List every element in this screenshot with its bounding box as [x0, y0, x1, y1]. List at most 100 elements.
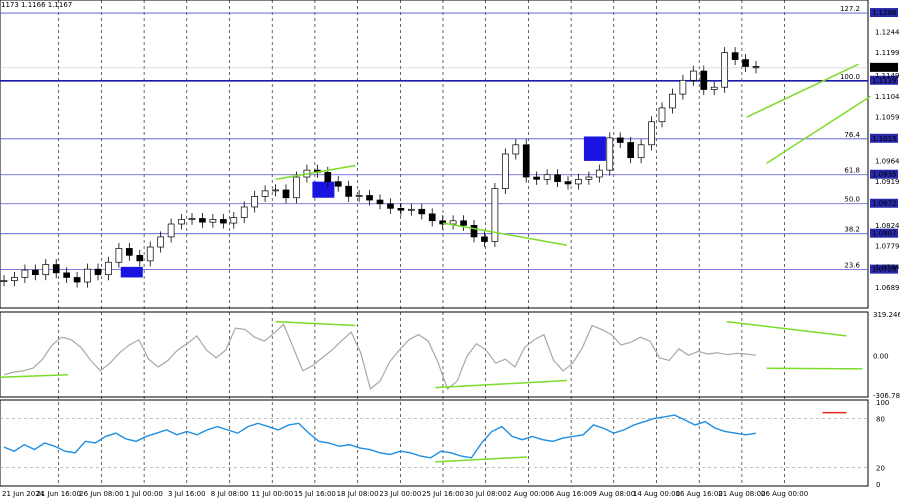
candle-body	[125, 248, 133, 256]
candle-body	[575, 178, 582, 185]
fib-ratio-label: 23.6	[844, 262, 860, 270]
candle-body	[669, 93, 676, 109]
candle-body	[512, 144, 520, 155]
rsi-line	[3, 414, 757, 459]
price-trendline	[275, 164, 356, 181]
candle-body	[501, 153, 509, 189]
time-tick-label: 21 Aug 08:00	[718, 490, 765, 498]
fib-ratio-label: 38.2	[844, 226, 860, 234]
candle-body	[355, 195, 363, 197]
candle-body	[334, 181, 342, 187]
candle-body	[21, 269, 29, 278]
fib-price-tag	[870, 133, 898, 143]
price-pane	[0, 0, 869, 309]
candle-body	[366, 195, 373, 201]
fib-ratio-label: 50.0	[844, 196, 860, 204]
rsi-tick-label: 80	[876, 415, 885, 423]
candle-body	[209, 219, 217, 223]
candle-body	[230, 217, 238, 224]
price-trendline	[766, 95, 871, 164]
cci-trendline	[766, 367, 863, 370]
order-block-box	[583, 136, 606, 161]
price-tick-label: 1.1059	[875, 114, 900, 122]
time-tick-label: 21 Jun 16:00	[36, 490, 80, 498]
candle-body	[199, 218, 206, 223]
candle-body	[731, 52, 739, 60]
fib-price-label: 1.1013	[872, 135, 897, 143]
candle-body	[543, 174, 551, 180]
fib-price-tag	[870, 169, 898, 179]
candle-body	[63, 272, 71, 278]
candle-body	[42, 264, 50, 276]
candle-body	[31, 269, 39, 276]
candle-body	[449, 220, 457, 225]
fib-ratio-label: 76.4	[844, 131, 860, 139]
header-text: 1173 1.1166 1.1167	[1, 1, 72, 9]
candle-body	[52, 264, 60, 274]
candle-body	[0, 280, 8, 283]
candle-body	[616, 137, 624, 143]
candle-body	[324, 172, 332, 182]
time-tick-label: 14 Aug 00:00	[633, 490, 680, 498]
fib-price-label: 1.0729	[872, 266, 897, 274]
fib-price-tag	[870, 75, 898, 85]
fib-price-tag	[870, 8, 898, 18]
time-tick-label: 2 Aug 00:00	[507, 490, 550, 498]
candle-body	[648, 121, 655, 146]
price-tick-label: 1.1199	[875, 49, 900, 57]
rsi-indicator: 100 80 20 0	[0, 399, 889, 489]
candle-body	[240, 206, 248, 218]
time-tick-label: 16 Aug 16:00	[676, 490, 723, 498]
time-tick-label: 26 Jun 08:00	[79, 490, 123, 498]
candle-body	[721, 52, 729, 88]
candle-body	[146, 246, 154, 262]
price-tick-label: 1.1149	[875, 72, 900, 80]
time-tick-label: 11 Jul 00:00	[251, 490, 293, 498]
candle-body	[554, 174, 561, 182]
cci-trendline	[726, 320, 847, 337]
fib-price-label: 1.0807	[872, 230, 897, 238]
candle-body	[178, 219, 185, 225]
candle-body	[136, 254, 144, 262]
candle-body	[627, 142, 635, 159]
candle-body	[293, 176, 300, 199]
candle-body	[167, 223, 175, 238]
candle-body	[261, 190, 269, 197]
cci-tick-label: 319.2466	[873, 311, 900, 319]
time-tick-label: 3 Jul 16:00	[168, 490, 206, 498]
cci-trendline	[275, 320, 356, 327]
candle-body	[397, 208, 405, 211]
candle-body	[710, 86, 718, 90]
price-axis: 1.1244 1.1199 1.1149 1.1104 1.1059 1.0964 1.09…	[0, 28, 900, 292]
fib-price-tag	[870, 228, 898, 238]
order-blocks	[120, 136, 606, 278]
order-block-box	[312, 181, 335, 198]
time-tick-label: 26 Aug 00:00	[761, 490, 808, 498]
time-tick-label: 1 Jul 00:00	[125, 490, 163, 498]
candle-body	[491, 188, 499, 242]
price-tick-label: 1.1244	[875, 28, 900, 36]
fib-ratio-label: 100.0	[840, 73, 860, 81]
candle-body	[595, 169, 603, 178]
candle-body	[407, 208, 415, 211]
fib-price-tag	[870, 264, 898, 274]
cci-indicator: 319.2466 0.00 -306.780	[0, 311, 900, 400]
fib-price-label: 1.0872	[872, 200, 897, 208]
cci-tick-label: 0.00	[873, 352, 889, 360]
order-block-box	[120, 266, 143, 278]
candle-body	[272, 189, 279, 192]
candle-body	[105, 261, 112, 276]
candle-body	[73, 277, 81, 283]
price-trendlines	[275, 63, 871, 246]
candle-body	[219, 219, 227, 224]
candle-body	[115, 248, 123, 263]
cci-pane	[0, 311, 869, 398]
candle-body	[564, 181, 572, 185]
candle-body	[533, 176, 541, 180]
price-tick-label: 1.0964	[875, 157, 900, 165]
fib-ratio-label: 127.2	[840, 5, 860, 13]
candle-body	[439, 220, 447, 225]
candle-body	[481, 236, 488, 242]
candle-body	[606, 137, 614, 171]
